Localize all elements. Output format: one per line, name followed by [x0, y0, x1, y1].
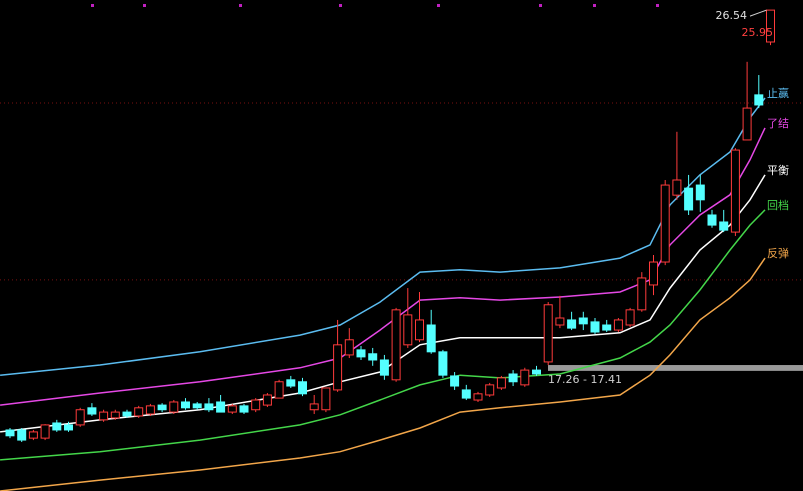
- candle-body: [344, 339, 354, 356]
- band-line: [0, 174, 766, 433]
- band-line: [0, 209, 766, 461]
- candle-body: [649, 261, 658, 286]
- candle-body: [64, 424, 73, 431]
- candle-body: [766, 9, 775, 43]
- candle-body: [684, 187, 694, 211]
- candle-body: [5, 429, 15, 437]
- candle-body: [122, 411, 132, 417]
- band-line: [0, 127, 766, 406]
- candle-body: [508, 373, 518, 383]
- legend-label: 回档: [767, 198, 789, 212]
- candle-body: [426, 324, 436, 353]
- candle-body: [520, 369, 530, 386]
- candle-body: [87, 407, 97, 415]
- candle-body: [134, 407, 144, 417]
- candle-body: [637, 277, 647, 311]
- high-label: 26.54: [716, 9, 748, 22]
- candle-body: [204, 403, 214, 411]
- candle-body: [169, 401, 179, 413]
- candle-body: [262, 394, 272, 406]
- candle-body: [461, 389, 471, 399]
- candle-body: [251, 399, 261, 411]
- candle-body: [216, 401, 226, 413]
- range-band: [548, 365, 803, 371]
- candle-body: [40, 424, 50, 439]
- candle-body: [356, 349, 366, 358]
- candle-body: [28, 431, 38, 439]
- candle-body: [298, 381, 307, 395]
- candle-body: [333, 344, 343, 391]
- candle-body: [192, 403, 202, 409]
- legend-label: 了结: [767, 117, 789, 130]
- candle-body: [754, 94, 764, 106]
- legend-label: 止赢: [767, 86, 789, 100]
- candle-body: [157, 404, 167, 411]
- candle-body: [695, 184, 705, 201]
- candle-body: [672, 179, 682, 196]
- top-markers: [91, 4, 659, 7]
- candle-body: [239, 405, 249, 413]
- candle-body: [17, 429, 27, 441]
- candle-body: [145, 405, 155, 415]
- candle-body: [450, 375, 460, 387]
- high-pointer: [749, 9, 767, 17]
- candle-body: [532, 369, 541, 375]
- candle-body: [52, 422, 62, 431]
- candle-body: [286, 379, 296, 387]
- candle-body: [543, 304, 553, 363]
- candle-body: [719, 221, 729, 231]
- candle-body: [309, 403, 319, 411]
- candle-body: [274, 381, 284, 399]
- candle-body: [403, 314, 413, 346]
- candle-body: [473, 393, 483, 401]
- legend-label: 平衡: [767, 164, 789, 177]
- candle-body: [415, 319, 424, 341]
- candle-body: [590, 321, 600, 333]
- band-line: [0, 257, 766, 491]
- candle-body: [181, 401, 190, 409]
- candle-body: [730, 149, 740, 233]
- candle-body: [379, 359, 389, 376]
- legend-label: 反弹: [767, 246, 789, 260]
- candle-body: [707, 214, 717, 226]
- candle-body: [602, 324, 612, 331]
- candle-body: [742, 107, 752, 141]
- candle-body: [613, 319, 623, 331]
- candle-body: [567, 319, 577, 329]
- candle-body: [625, 309, 635, 326]
- last-label: 25.95: [742, 26, 774, 39]
- candle-body: [99, 411, 109, 421]
- candle-body: [660, 184, 670, 263]
- candle-body: [321, 387, 331, 411]
- candle-body: [110, 411, 120, 419]
- candle-body: [227, 405, 237, 413]
- band-line: [0, 97, 766, 376]
- candle-body: [75, 409, 85, 426]
- candle-body: [391, 309, 401, 381]
- candle-body: [578, 317, 588, 325]
- candle-body: [496, 377, 506, 389]
- candle-body: [438, 351, 448, 376]
- range-label: 17.26 - 17.41: [548, 373, 622, 386]
- candle-body: [485, 384, 495, 396]
- candle-body: [555, 317, 565, 326]
- candle-body: [368, 353, 378, 361]
